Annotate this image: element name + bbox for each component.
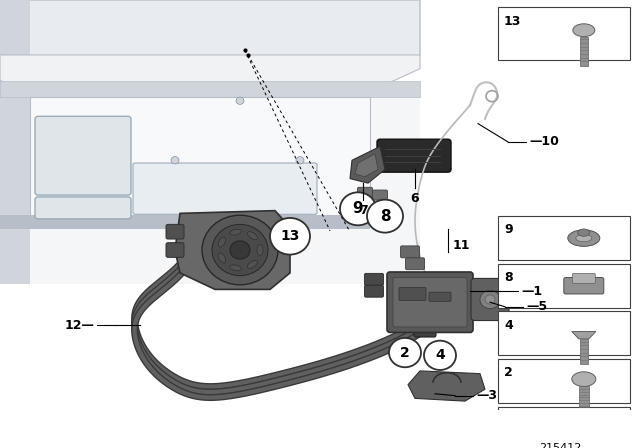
Text: 4: 4	[435, 349, 445, 362]
FancyBboxPatch shape	[166, 243, 184, 257]
Text: 2: 2	[400, 345, 410, 360]
Bar	[580, 37, 588, 66]
Ellipse shape	[218, 237, 226, 247]
Circle shape	[202, 215, 278, 285]
Polygon shape	[0, 81, 420, 284]
Bar	[579, 387, 589, 407]
Polygon shape	[559, 423, 609, 441]
Polygon shape	[355, 154, 378, 177]
FancyBboxPatch shape	[35, 116, 131, 195]
Ellipse shape	[248, 260, 257, 268]
Circle shape	[367, 200, 403, 233]
FancyBboxPatch shape	[406, 258, 424, 270]
Text: 9: 9	[353, 201, 364, 216]
FancyBboxPatch shape	[399, 288, 426, 300]
Text: —10: —10	[529, 135, 559, 148]
Ellipse shape	[572, 372, 596, 387]
FancyBboxPatch shape	[365, 285, 383, 297]
Circle shape	[480, 290, 500, 309]
FancyBboxPatch shape	[166, 224, 184, 239]
Circle shape	[485, 295, 495, 304]
FancyBboxPatch shape	[35, 197, 131, 219]
FancyBboxPatch shape	[387, 272, 473, 332]
Ellipse shape	[578, 229, 590, 236]
FancyBboxPatch shape	[372, 190, 387, 200]
Circle shape	[270, 218, 310, 254]
Polygon shape	[0, 0, 30, 284]
FancyBboxPatch shape	[572, 273, 595, 284]
FancyBboxPatch shape	[564, 277, 604, 294]
Bar	[498, 311, 630, 355]
Bar	[498, 216, 630, 260]
Text: —5: —5	[526, 300, 547, 313]
Ellipse shape	[248, 232, 257, 240]
Circle shape	[171, 157, 179, 164]
Ellipse shape	[218, 253, 226, 263]
Text: 13: 13	[504, 15, 522, 28]
Text: 2: 2	[504, 366, 513, 379]
Text: 7: 7	[358, 204, 367, 217]
Text: 215412: 215412	[539, 443, 581, 448]
Ellipse shape	[230, 229, 241, 235]
FancyBboxPatch shape	[429, 292, 451, 302]
Polygon shape	[0, 55, 420, 96]
Text: 4: 4	[504, 319, 513, 332]
Polygon shape	[0, 0, 420, 78]
FancyBboxPatch shape	[0, 81, 420, 97]
Ellipse shape	[230, 265, 241, 271]
Ellipse shape	[573, 24, 595, 37]
FancyBboxPatch shape	[401, 246, 419, 258]
Text: 6: 6	[411, 192, 419, 205]
Text: 12—: 12—	[64, 319, 94, 332]
Circle shape	[424, 340, 456, 370]
Polygon shape	[408, 371, 485, 401]
Circle shape	[230, 241, 250, 259]
Text: 13: 13	[280, 229, 300, 243]
Bar	[498, 7, 630, 60]
Ellipse shape	[576, 234, 592, 242]
FancyBboxPatch shape	[471, 278, 509, 320]
Circle shape	[212, 224, 268, 276]
Polygon shape	[175, 211, 290, 289]
Polygon shape	[0, 215, 370, 229]
Ellipse shape	[257, 245, 263, 255]
Text: 9: 9	[504, 224, 513, 237]
Bar	[498, 264, 630, 308]
Bar	[580, 339, 588, 365]
Circle shape	[236, 97, 244, 104]
Circle shape	[340, 192, 376, 225]
Ellipse shape	[568, 230, 600, 246]
Polygon shape	[350, 146, 385, 183]
FancyBboxPatch shape	[377, 139, 451, 172]
Text: —3: —3	[476, 389, 497, 402]
FancyBboxPatch shape	[358, 187, 372, 198]
FancyBboxPatch shape	[365, 273, 383, 285]
Polygon shape	[572, 332, 596, 339]
FancyBboxPatch shape	[414, 319, 436, 337]
Text: —1: —1	[521, 285, 542, 298]
Bar	[498, 407, 630, 448]
FancyBboxPatch shape	[133, 163, 317, 214]
Text: 11: 11	[453, 239, 470, 252]
Circle shape	[296, 157, 304, 164]
Polygon shape	[30, 97, 370, 220]
Bar	[498, 359, 630, 403]
Circle shape	[389, 338, 421, 367]
Text: 8: 8	[380, 209, 390, 224]
Text: 8: 8	[504, 271, 513, 284]
FancyBboxPatch shape	[393, 277, 467, 327]
